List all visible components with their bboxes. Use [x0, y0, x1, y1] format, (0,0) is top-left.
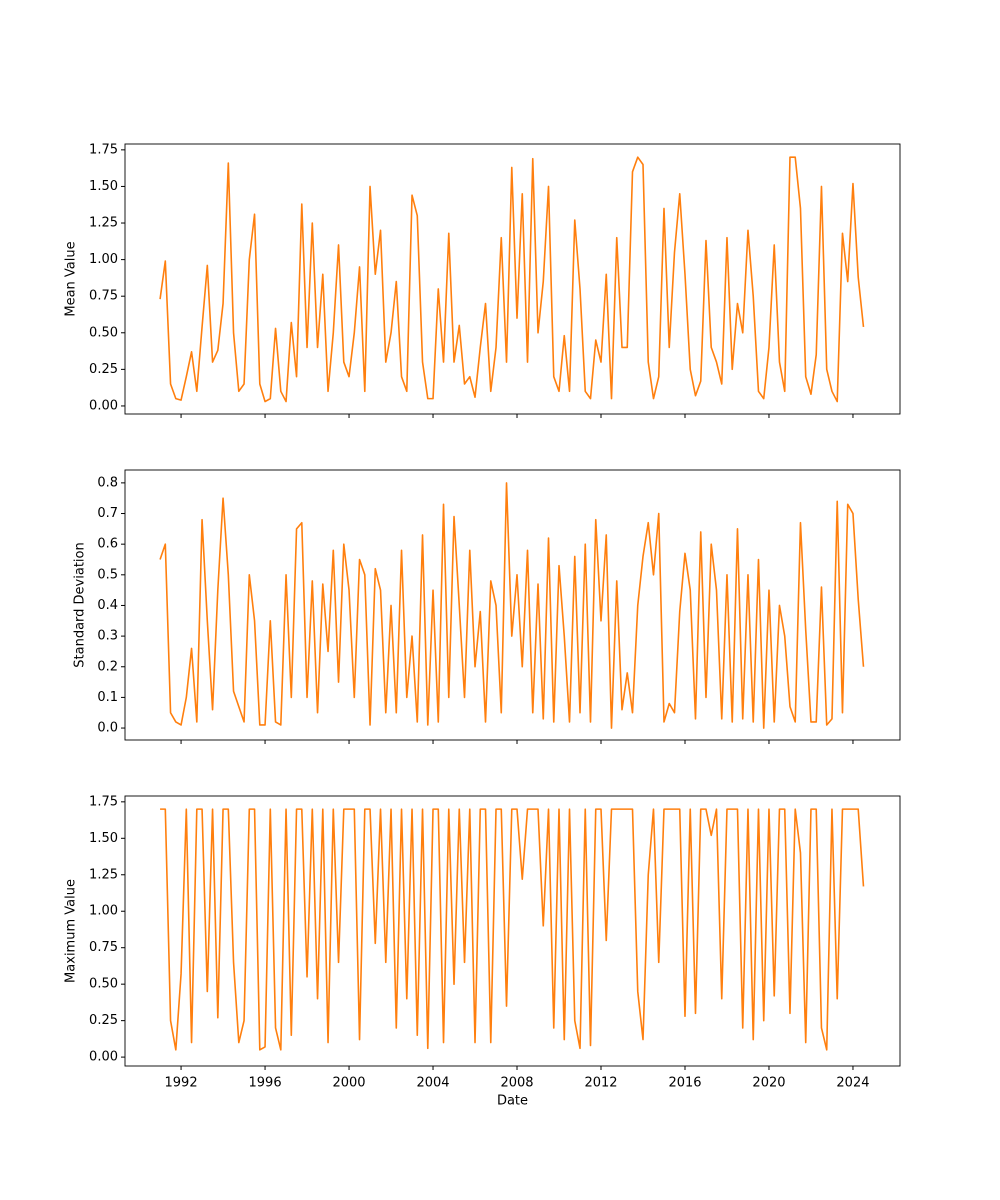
y-tick-label: 0.5: [97, 567, 118, 582]
x-tick-label: 2020: [752, 1076, 785, 1091]
y-tick-label: 0.00: [89, 398, 118, 413]
y-axis-label: Maximum Value: [64, 879, 79, 983]
y-tick-label: 1.00: [89, 252, 118, 267]
line: [159, 156, 865, 403]
y-axis-label: Mean Value: [64, 241, 79, 316]
y-tick-label: 0.50: [89, 977, 118, 992]
line: [159, 482, 865, 729]
x-tick-label: 1992: [165, 1076, 198, 1091]
y-tick-label: 1.50: [89, 179, 118, 194]
x-axis-label: Date: [497, 1094, 528, 1109]
y-tick-label: 0.75: [89, 289, 118, 304]
y-tick-label: 0.50: [89, 325, 118, 340]
y-tick-label: 0.3: [97, 629, 118, 644]
y-tick-label: 1.75: [89, 794, 118, 809]
x-tick-label: 2024: [836, 1076, 869, 1091]
x-tick-label: 2000: [332, 1076, 365, 1091]
x-tick-label: 1996: [249, 1076, 282, 1091]
y-tick-label: 1.00: [89, 904, 118, 919]
y-tick-label: 0.00: [89, 1050, 118, 1065]
y-tick-label: 0.75: [89, 940, 118, 955]
x-tick-label: 2004: [416, 1076, 449, 1091]
x-tick-label: 2008: [500, 1076, 533, 1091]
y-tick-label: 0.7: [97, 506, 118, 521]
y-tick-label: 0.8: [97, 475, 118, 490]
y-tick-label: 0.25: [89, 1013, 118, 1028]
x-tick-label: 2016: [668, 1076, 701, 1091]
y-tick-label: 0.4: [97, 598, 118, 613]
y-tick-label: 0.1: [97, 690, 118, 705]
y-tick-label: 1.50: [89, 831, 118, 846]
axes-frame: [124, 795, 901, 1067]
y-tick-label: 0.25: [89, 362, 118, 377]
y-tick-label: 1.75: [89, 142, 118, 157]
line: [160, 808, 865, 1051]
axes-frame: [124, 469, 901, 741]
y-tick-label: 0.2: [97, 659, 118, 674]
y-tick-label: 0.6: [97, 537, 118, 552]
y-tick-label: 1.25: [89, 867, 118, 882]
x-tick-label: 2012: [584, 1076, 617, 1091]
axes-frame: [124, 143, 901, 415]
y-tick-label: 0.0: [97, 721, 118, 736]
y-axis-label: Standard Deviation: [73, 542, 88, 667]
y-tick-label: 1.25: [89, 216, 118, 231]
